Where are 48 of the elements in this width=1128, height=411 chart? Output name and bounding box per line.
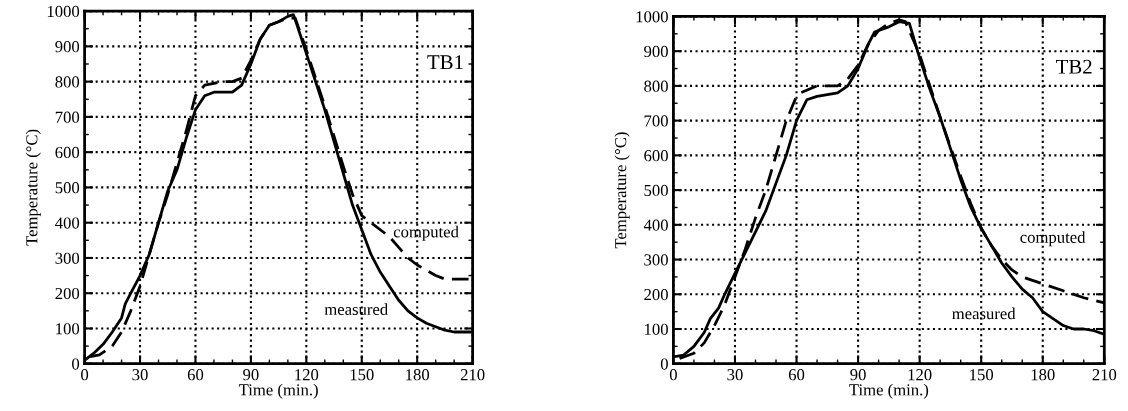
y-axis-title: Temperature (°C) <box>25 129 41 246</box>
x-tick-label: 120 <box>295 369 319 381</box>
y-axis-title: Temperature (°C) <box>614 132 630 249</box>
y-tick-label: 900 <box>55 41 80 53</box>
annotation: TB2 <box>1056 59 1092 74</box>
annotation: measured <box>324 303 388 316</box>
x-tick-label: 180 <box>1031 369 1055 381</box>
x-tick-label: 150 <box>350 369 374 381</box>
y-tick-label: 200 <box>644 288 668 301</box>
y-tick-label: 900 <box>644 45 668 58</box>
y-tick-label: 0 <box>72 358 80 370</box>
y-tick-label: 800 <box>644 80 668 92</box>
annotation: measured <box>952 307 1016 320</box>
y-tick-label: 1000 <box>636 11 668 23</box>
x-tick-label: 30 <box>132 369 148 381</box>
x-tick-label: 60 <box>788 369 805 381</box>
y-tick-label: 0 <box>660 358 668 370</box>
x-tick-label: 90 <box>850 369 866 381</box>
y-tick-label: 600 <box>644 150 668 162</box>
x-tick-label: 210 <box>1092 369 1117 381</box>
x-tick-label: 120 <box>908 369 932 381</box>
y-tick-label: 300 <box>644 254 668 266</box>
y-tick-label: 200 <box>55 287 80 300</box>
y-tick-label: 700 <box>644 115 668 127</box>
y-tick-label: 100 <box>645 323 668 335</box>
annotation: computed <box>393 225 459 241</box>
annotation: TB1 <box>427 55 463 70</box>
y-tick-label: 1000 <box>47 5 80 18</box>
x-tick-label: 60 <box>187 369 204 381</box>
y-tick-label: 100 <box>56 323 80 335</box>
annotation: computed <box>1020 231 1086 247</box>
x-tick-label: 0 <box>669 369 677 381</box>
x-tick-label: 150 <box>970 369 994 381</box>
y-tick-label: 800 <box>55 76 80 88</box>
y-tick-label: 600 <box>55 146 80 159</box>
y-tick-label: 400 <box>643 219 668 231</box>
y-tick-label: 700 <box>55 111 80 123</box>
x-tick-label: 0 <box>81 369 89 381</box>
y-tick-label: 500 <box>644 184 668 197</box>
x-tick-label: 210 <box>460 369 485 381</box>
y-tick-label: 500 <box>55 182 80 194</box>
x-tick-label: 90 <box>243 369 259 381</box>
x-axis-title: Time (min.) <box>238 383 318 399</box>
x-tick-label: 180 <box>406 369 430 381</box>
x-axis-title: Time (min.) <box>849 383 929 399</box>
x-tick-label: 30 <box>727 369 743 381</box>
y-tick-label: 300 <box>55 252 80 264</box>
y-tick-label: 400 <box>55 217 80 229</box>
